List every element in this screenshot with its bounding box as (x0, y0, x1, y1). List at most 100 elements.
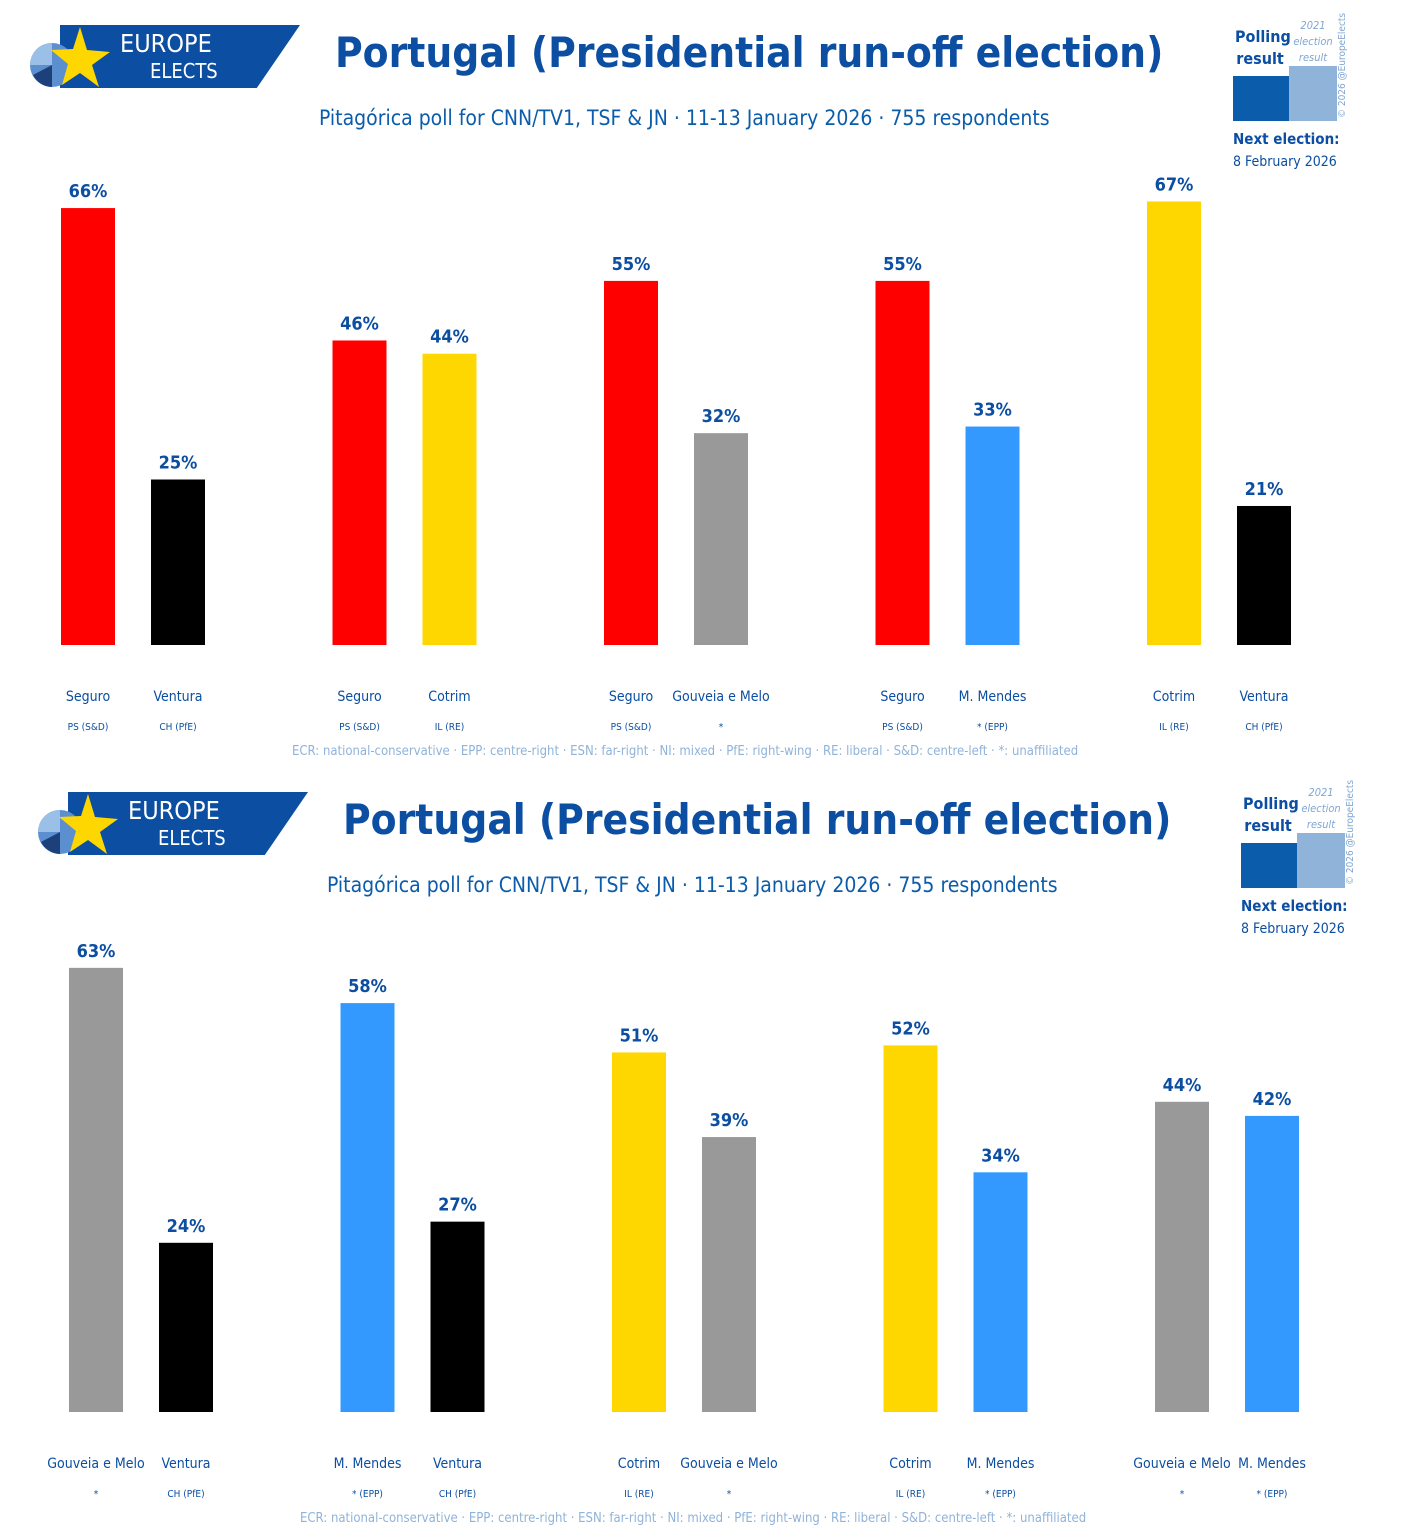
legend-previous-swatch (1297, 833, 1345, 888)
party-label: IL (RE) (435, 722, 464, 733)
candidate-label: Cotrim (889, 1456, 931, 1472)
bar-gouveia-e-melo (702, 1137, 756, 1412)
legend-previous-label: 2021 election result (1301, 786, 1341, 831)
candidate-label: Ventura (433, 1456, 482, 1472)
data-label: 39% (710, 1110, 749, 1131)
europe-elects-logo: EUROPE ELECTS (25, 25, 300, 88)
legend: Polling result 2021 election result © 20… (1233, 13, 1363, 178)
data-label: 27% (438, 1195, 477, 1216)
party-label: IL (RE) (624, 1489, 653, 1500)
next-election-label: Next election: (1241, 897, 1348, 915)
bar-seguro (875, 280, 930, 645)
chart-title: Portugal (Presidential run-off election) (343, 795, 1172, 844)
bar-cotrim (1147, 201, 1201, 645)
data-label: 67% (1155, 174, 1194, 195)
bar-m-mendes (340, 1003, 395, 1412)
party-label: IL (RE) (896, 1489, 925, 1500)
party-label: * (EPP) (352, 1489, 383, 1500)
party-label: * (EPP) (1257, 1489, 1288, 1500)
next-election-date: 8 February 2026 (1241, 921, 1345, 937)
bar-ventura (430, 1221, 485, 1412)
candidate-label: Cotrim (1153, 689, 1195, 705)
party-label: PS (S&D) (339, 722, 380, 733)
bar-gouveia-e-melo (69, 967, 123, 1412)
bar-cotrim (612, 1052, 666, 1412)
logo-text-elects: ELECTS (150, 59, 218, 83)
footer-note: ECR: national-conservative · EPP: centre… (300, 1511, 1087, 1526)
bar-m-mendes (965, 426, 1020, 645)
logo-globe-star-icon (38, 794, 118, 854)
party-label: * (727, 1489, 732, 1500)
data-label: 55% (612, 254, 651, 275)
party-label: * (EPP) (985, 1489, 1016, 1500)
next-election-label: Next election: (1233, 130, 1340, 148)
bar-seguro (332, 340, 387, 645)
next-election-date: 8 February 2026 (1233, 154, 1337, 170)
data-label: 21% (1245, 479, 1284, 500)
bar-cotrim (422, 353, 477, 645)
chart-subtitle: Pitagórica poll for CNN/TV1, TSF & JN · … (327, 873, 1058, 897)
data-label: 44% (1163, 1075, 1202, 1096)
candidate-label: M. Mendes (1238, 1456, 1306, 1472)
copyright: © 2026 @EuropeElects (1345, 779, 1356, 885)
chart-panel-1: 66% Seguro PS (S&D) 25% Ventura CH (PfE) 46% Se… (25, 13, 1363, 759)
party-label: * (94, 1489, 99, 1500)
party-label: * (EPP) (977, 722, 1008, 733)
party-label: CH (PfE) (1245, 722, 1282, 733)
candidate-label: Ventura (161, 1456, 210, 1472)
data-label: 34% (981, 1145, 1020, 1166)
bar-chart: 66% Seguro PS (S&D) 25% Ventura CH (PfE) 46% Se… (61, 174, 1291, 733)
legend-polling-label: Polling result (1243, 794, 1299, 835)
legend: Polling result 2021 election result © 20… (1241, 780, 1371, 945)
bar-ventura (159, 1242, 213, 1412)
legend-polling-swatch (1233, 76, 1289, 121)
legend-previous-label: 2021 election result (1293, 19, 1333, 64)
logo-globe-star-icon (30, 27, 110, 87)
data-label: 46% (340, 313, 379, 334)
data-label: 58% (348, 976, 387, 997)
candidate-label: Cotrim (428, 689, 470, 705)
data-label: 63% (77, 941, 116, 962)
bar-seguro (604, 280, 658, 645)
data-label: 44% (430, 327, 469, 348)
bar-gouveia-e-melo (694, 433, 748, 645)
bar-ventura (1237, 505, 1291, 645)
data-label: 25% (159, 453, 198, 474)
logo-text-europe: EUROPE (128, 796, 220, 825)
legend-polling-swatch (1241, 843, 1297, 888)
data-label: 33% (973, 400, 1012, 421)
data-label: 32% (702, 406, 741, 427)
candidate-label: Gouveia e Melo (1133, 1456, 1231, 1472)
data-label: 42% (1253, 1089, 1292, 1110)
candidate-label: Gouveia e Melo (672, 689, 770, 705)
candidate-label: Seguro (66, 689, 111, 705)
data-label: 55% (883, 254, 922, 275)
candidate-label: M. Mendes (334, 1456, 402, 1472)
party-label: CH (PfE) (439, 1489, 476, 1500)
candidate-label: Ventura (1239, 689, 1288, 705)
data-label: 66% (69, 181, 108, 202)
data-label: 24% (167, 1216, 206, 1237)
bar-m-mendes (1245, 1115, 1299, 1412)
legend-previous-swatch (1289, 66, 1337, 121)
party-label: * (1180, 1489, 1185, 1500)
bar-ventura (151, 479, 205, 645)
europe-elects-logo: EUROPE ELECTS (33, 792, 308, 855)
chart-title: Portugal (Presidential run-off election) (335, 28, 1164, 77)
chart-panel-2: 63% Gouveia e Melo * 24% Ventura CH (PfE) 58% M… (8, 767, 1401, 1535)
candidate-label: Seguro (337, 689, 382, 705)
candidate-label: Cotrim (618, 1456, 660, 1472)
candidate-label: Gouveia e Melo (680, 1456, 778, 1472)
party-label: PS (S&D) (68, 722, 109, 733)
party-label: PS (S&D) (882, 722, 923, 733)
logo-text-elects: ELECTS (158, 826, 226, 850)
party-label: PS (S&D) (611, 722, 652, 733)
data-label: 51% (620, 1025, 659, 1046)
candidate-label: Gouveia e Melo (47, 1456, 145, 1472)
data-label: 52% (891, 1018, 930, 1039)
footer-note: ECR: national-conservative · EPP: centre… (292, 744, 1079, 759)
bar-chart: 63% Gouveia e Melo * 24% Ventura CH (PfE) 58% M… (47, 941, 1306, 1500)
party-label: CH (PfE) (167, 1489, 204, 1500)
candidate-label: M. Mendes (959, 689, 1027, 705)
candidate-label: Ventura (153, 689, 202, 705)
